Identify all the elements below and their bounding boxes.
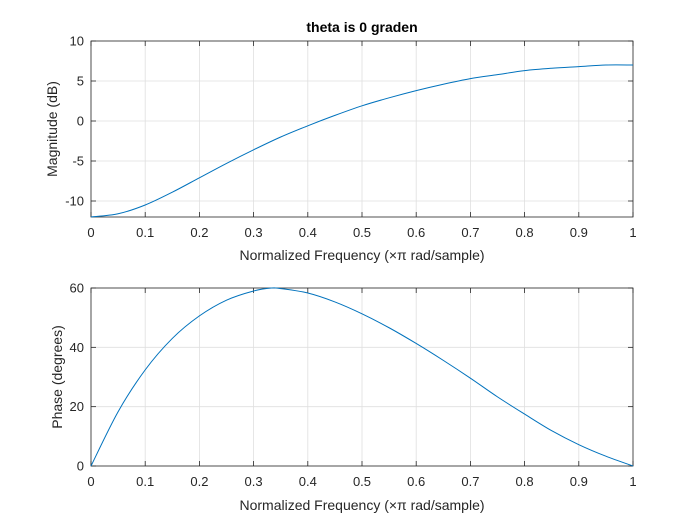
magnitude-x-tick-label: 1	[629, 225, 636, 240]
phase-x-tick-label: 0.6	[407, 474, 425, 489]
magnitude-y-tick-label: -5	[72, 154, 84, 169]
phase-x-tick-label: 0.2	[190, 474, 208, 489]
magnitude-ticks: 0 0.1 0.2 0.3 0.4 0.5 0.6 0.7 0.8 0.9 1 -10 -5 0 5 10	[65, 34, 636, 241]
phase-x-tick-label: 0.8	[516, 474, 534, 489]
magnitude-y-axis-label: Magnitude (dB)	[44, 81, 60, 177]
phase-x-tick-label: 0.7	[461, 474, 479, 489]
phase-ticks: 0 0.1 0.2 0.3 0.4 0.5 0.6 0.7 0.8 0.9 1 0 20 40 60	[70, 281, 637, 490]
magnitude-x-tick-label: 0.3	[245, 225, 263, 240]
magnitude-y-tick-label: -10	[65, 194, 84, 209]
magnitude-axes: 0 0.1 0.2 0.3 0.4 0.5 0.6 0.7 0.8 0.9 1 -10 -5 0 5 10 t…	[44, 19, 637, 263]
magnitude-x-axis-label: Normalized Frequency (×π rad/sample)	[239, 247, 484, 263]
magnitude-x-tick-label: 0.1	[136, 225, 154, 240]
magnitude-series-line	[90, 64, 634, 218]
phase-x-tick-label: 0	[87, 474, 94, 489]
phase-series-line	[90, 287, 634, 467]
magnitude-x-tick-label: 0.4	[299, 225, 317, 240]
phase-y-tick-label: 60	[70, 281, 84, 296]
phase-y-axis-label: Phase (degrees)	[49, 325, 65, 429]
magnitude-x-tick-label: 0.7	[461, 225, 479, 240]
magnitude-y-tick-label: 10	[70, 34, 84, 49]
magnitude-x-tick-label: 0.6	[407, 225, 425, 240]
magnitude-x-tick-label: 0.8	[516, 225, 534, 240]
phase-x-tick-label: 0.9	[570, 474, 588, 489]
magnitude-x-tick-label: 0.9	[570, 225, 588, 240]
phase-axes: 0 0.1 0.2 0.3 0.4 0.5 0.6 0.7 0.8 0.9 1 0 20 40 60 Nor…	[49, 281, 637, 514]
phase-y-tick-label: 0	[77, 459, 84, 474]
phase-x-tick-label: 0.4	[299, 474, 317, 489]
magnitude-y-tick-label: 5	[77, 74, 84, 89]
magnitude-x-tick-label: 0.5	[353, 225, 371, 240]
phase-x-tick-label: 0.1	[136, 474, 154, 489]
phase-x-tick-label: 0.5	[353, 474, 371, 489]
chart-title: theta is 0 graden	[306, 19, 417, 35]
phase-y-tick-label: 40	[70, 340, 84, 355]
magnitude-y-tick-label: 0	[77, 114, 84, 129]
magnitude-x-tick-label: 0	[87, 225, 94, 240]
phase-x-tick-label: 1	[629, 474, 636, 489]
phase-x-tick-label: 0.3	[245, 474, 263, 489]
phase-x-axis-label: Normalized Frequency (×π rad/sample)	[239, 497, 484, 513]
magnitude-x-tick-label: 0.2	[190, 225, 208, 240]
phase-y-tick-label: 20	[70, 399, 84, 414]
